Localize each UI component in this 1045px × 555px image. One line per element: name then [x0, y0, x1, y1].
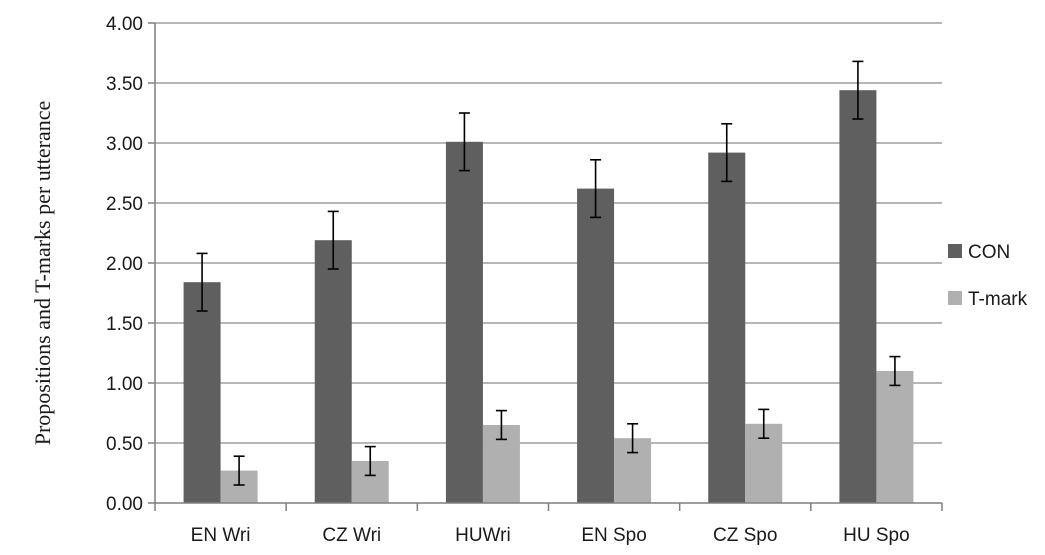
bar-con	[839, 90, 877, 503]
axes	[154, 23, 942, 504]
y-tick-label: 3.50	[106, 74, 143, 95]
bar-con	[445, 141, 483, 504]
y-tick-label: 2.50	[106, 194, 143, 215]
x-tick-label: HUWri	[455, 525, 511, 546]
bars	[183, 90, 914, 504]
bar-con	[708, 152, 746, 503]
bar-con	[577, 188, 615, 503]
y-tick-label: 4.00	[106, 14, 143, 35]
legend: CON T-mark	[948, 242, 1028, 310]
legend-label: T-mark	[968, 289, 1028, 310]
y-tick-label: 0.50	[106, 434, 143, 455]
x-tick-label: CZ Wri	[322, 525, 381, 546]
bar-con	[183, 282, 221, 503]
y-tick-label: 1.00	[106, 374, 143, 395]
error-bars	[196, 60, 901, 486]
y-tick-label: 3.00	[106, 134, 143, 155]
x-tick-label: EN Wri	[191, 525, 251, 546]
legend-swatch	[948, 291, 962, 305]
bar-t-mark	[876, 371, 914, 503]
y-tick-label: 0.00	[106, 494, 143, 515]
x-tick-labels: EN Wri CZ Wri HUWri EN Spo CZ Spo HU Spo	[191, 525, 910, 546]
gridlines	[148, 22, 943, 511]
legend-swatch	[948, 244, 962, 258]
y-axis-title: Propositions and T-marks per utterance	[30, 101, 55, 446]
y-tick-label: 2.00	[106, 254, 143, 275]
x-tick-label: CZ Spo	[713, 525, 777, 546]
x-tick-label: HU Spo	[843, 525, 910, 546]
x-tick-label: EN Spo	[581, 525, 646, 546]
y-tick-labels: 0.00 0.50 1.00 1.50 2.00 2.50 3.00 3.50 4.00	[106, 14, 143, 515]
bar-con	[314, 240, 352, 503]
y-tick-label: 1.50	[106, 314, 143, 335]
legend-label: CON	[968, 242, 1010, 263]
